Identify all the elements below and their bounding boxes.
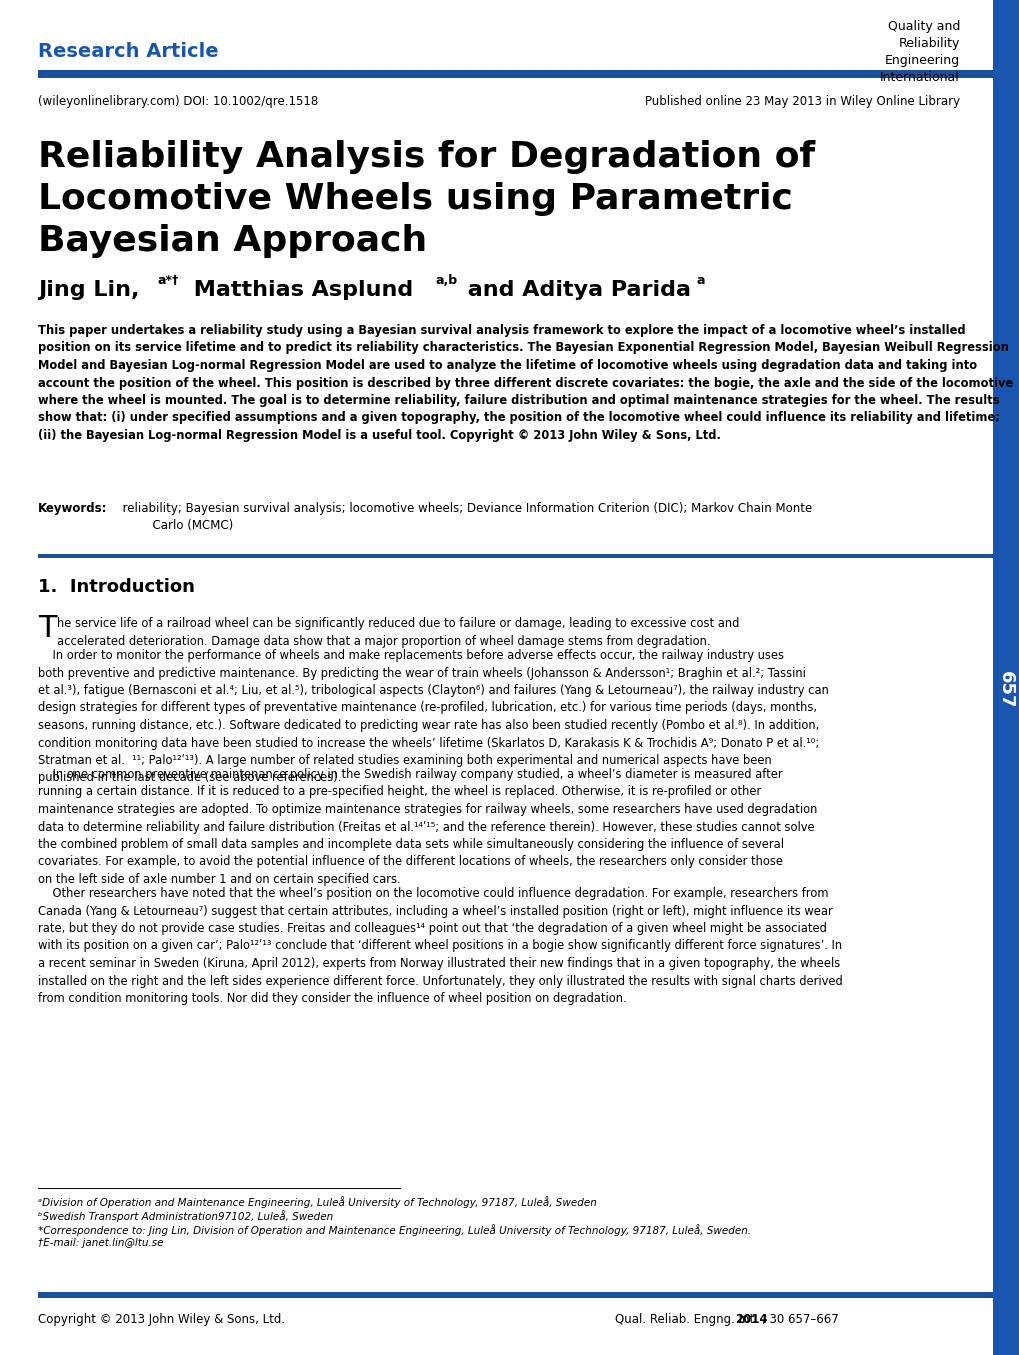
Text: he service life of a railroad wheel can be significantly reduced due to failure : he service life of a railroad wheel can …: [57, 617, 739, 648]
Text: Copyright © 2013 John Wiley & Sons, Ltd.: Copyright © 2013 John Wiley & Sons, Ltd.: [38, 1313, 285, 1327]
Text: Other researchers have noted that the wheel’s position on the locomotive could i: Other researchers have noted that the wh…: [38, 888, 842, 1005]
Text: Research Article: Research Article: [38, 42, 218, 61]
Text: 2014: 2014: [735, 1313, 767, 1327]
Text: , 30 657–667: , 30 657–667: [761, 1313, 838, 1327]
Text: Jing Lin,: Jing Lin,: [38, 280, 140, 299]
Bar: [993, 0, 1019, 1355]
Text: ᵇSwedish Transport Administration97102, Luleå, Sweden: ᵇSwedish Transport Administration97102, …: [38, 1210, 333, 1222]
Text: a*†: a*†: [158, 274, 179, 287]
Text: reliability; Bayesian survival analysis; locomotive wheels; Deviance Information: reliability; Bayesian survival analysis;…: [115, 501, 811, 533]
Text: Bayesian Approach: Bayesian Approach: [38, 224, 427, 257]
Text: Matthias Asplund: Matthias Asplund: [185, 280, 413, 299]
Text: and Aditya Parida: and Aditya Parida: [460, 280, 690, 299]
Text: Quality and
Reliability
Engineering
International: Quality and Reliability Engineering Inte…: [879, 20, 959, 84]
Text: 657: 657: [996, 671, 1014, 709]
Text: Qual. Reliab. Engng. Int.: Qual. Reliab. Engng. Int.: [614, 1313, 761, 1327]
Text: a: a: [696, 274, 705, 287]
Text: In order to monitor the performance of wheels and make replacements before adver: In order to monitor the performance of w…: [38, 649, 828, 785]
Text: Keywords:: Keywords:: [38, 501, 107, 515]
Bar: [38, 554, 993, 558]
Text: *Correspondence to: Jing Lin, Division of Operation and Maintenance Engineering,: *Correspondence to: Jing Lin, Division o…: [38, 1224, 750, 1236]
Text: Published online 23 May 2013 in Wiley Online Library: Published online 23 May 2013 in Wiley On…: [644, 95, 959, 108]
Bar: [38, 1293, 993, 1298]
Text: a,b: a,b: [435, 274, 458, 287]
Text: Locomotive Wheels using Parametric: Locomotive Wheels using Parametric: [38, 182, 792, 215]
Text: 1.  Introduction: 1. Introduction: [38, 579, 195, 596]
Text: In one common preventive maintenance policy in the Swedish railway company studi: In one common preventive maintenance pol…: [38, 768, 816, 886]
Bar: [38, 70, 993, 79]
Text: †E-mail: janet.lin@ltu.se: †E-mail: janet.lin@ltu.se: [38, 1238, 163, 1248]
Text: Reliability Analysis for Degradation of: Reliability Analysis for Degradation of: [38, 140, 814, 173]
Text: T: T: [38, 614, 56, 644]
Text: (wileyonlinelibrary.com) DOI: 10.1002/qre.1518: (wileyonlinelibrary.com) DOI: 10.1002/qr…: [38, 95, 318, 108]
Text: ᵃDivision of Operation and Maintenance Engineering, Luleå University of Technolo: ᵃDivision of Operation and Maintenance E…: [38, 1196, 596, 1207]
Text: This paper undertakes a reliability study using a Bayesian survival analysis fra: This paper undertakes a reliability stud…: [38, 324, 1012, 442]
